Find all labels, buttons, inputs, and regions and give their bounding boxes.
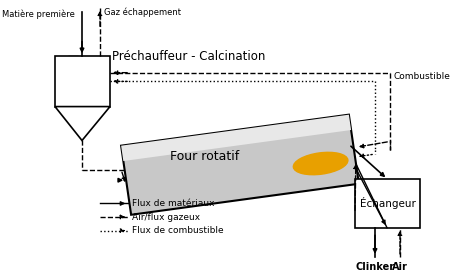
Text: Combustible: Combustible [393,72,450,81]
Text: Préchauffeur - Calcination: Préchauffeur - Calcination [112,50,265,63]
Text: Air: Air [392,262,408,272]
Text: Four rotatif: Four rotatif [170,150,240,163]
Text: Flux de combustible: Flux de combustible [132,226,224,235]
Bar [55,56,110,107]
Text: Matière première: Matière première [2,10,75,19]
Ellipse shape [293,152,348,175]
Polygon shape [121,115,351,161]
Bar [68,56,78,66]
Bar [355,179,420,228]
Text: Clinker: Clinker [355,262,394,272]
Polygon shape [121,115,359,215]
Text: Flux de matériaux: Flux de matériaux [132,199,214,208]
Text: Échangeur: Échangeur [360,197,415,209]
Polygon shape [55,107,110,141]
Text: Air/flux gazeux: Air/flux gazeux [132,212,200,221]
Text: Gaz échappement: Gaz échappement [104,8,181,17]
